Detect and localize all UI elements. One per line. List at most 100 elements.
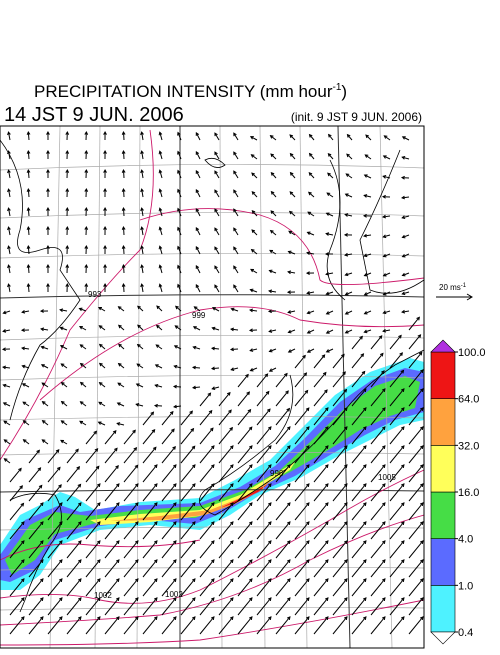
title-end: ) [341, 82, 347, 101]
wind-arrow [86, 598, 100, 615]
wind-arrow [314, 560, 328, 577]
wind-arrow [48, 579, 62, 596]
wind-arrow [238, 579, 252, 596]
wind-arrow [162, 560, 176, 577]
wind-arrow [143, 484, 157, 501]
wind-arrow [200, 428, 213, 444]
wind-arrow [409, 427, 423, 444]
wind-arrow [371, 598, 385, 615]
colorbar-tick-label: 16.0 [458, 487, 479, 499]
wind-arrow [295, 503, 309, 520]
wind-arrow [333, 465, 347, 482]
contour-label: 996 [270, 469, 284, 478]
wind-arrow [352, 354, 363, 368]
wind-arrow [371, 579, 385, 596]
wind-arrow [181, 598, 195, 615]
wind-arrow [181, 617, 195, 634]
wind-arrow [276, 503, 290, 520]
colorbar-under [431, 632, 455, 644]
wind-arrow [257, 617, 271, 634]
wind-arrow [162, 484, 176, 501]
wind-arrow [295, 356, 305, 368]
wind-arrow [162, 447, 175, 463]
wind-arrow [29, 450, 39, 463]
wind-arrow [181, 465, 195, 482]
wind-arrow [124, 579, 138, 596]
wind-arrow [67, 541, 81, 558]
wind-arrow [257, 427, 271, 444]
contour-label: 993 [88, 290, 102, 299]
colorbar-tick-label: 100.0 [458, 347, 486, 359]
wind-arrow [314, 522, 328, 539]
wind-arrow [143, 598, 157, 615]
wind-arrow [105, 541, 119, 558]
wind-arrow [143, 560, 157, 577]
wind-arrow [29, 468, 41, 482]
wind-arrow [105, 617, 119, 634]
wind-arrow [162, 429, 174, 444]
wind-arrow [409, 317, 419, 330]
wind-arrow [10, 617, 24, 634]
contour-label: 1002 [94, 591, 112, 600]
contour-label: 1002 [165, 590, 183, 599]
wind-arrow [409, 541, 423, 558]
wind-arrow [67, 579, 81, 596]
wind-arrow [29, 598, 43, 615]
wind-arrow [48, 467, 60, 482]
wind-arrow [352, 336, 362, 349]
wind-arrow [314, 355, 325, 368]
wind-arrow [314, 579, 328, 596]
wind-arrow [105, 431, 116, 444]
wind-arrow [333, 484, 347, 501]
valid-time: 14 JST 9 JUN. 2006 [4, 104, 184, 126]
wind-arrow [181, 560, 195, 577]
wind-arrow [238, 427, 252, 444]
wind-arrow [48, 560, 62, 577]
wind-arrow [238, 375, 248, 387]
wind-arrow [219, 598, 233, 615]
wind-arrow [48, 598, 62, 615]
wind-arrow [86, 484, 100, 501]
wind-arrow [390, 446, 404, 463]
wind-arrow [409, 598, 423, 615]
wind-arrow [181, 579, 195, 596]
wind-arrow [200, 560, 214, 577]
wind-arrow [105, 484, 119, 501]
wind-arrow [238, 392, 249, 406]
colorbar-tick-label: 4.0 [458, 534, 473, 546]
title: PRECIPITATION INTENSITY (mm hour-1) [34, 82, 347, 101]
init-time: (init. 9 JST 9 JUN. 2006) [291, 110, 422, 124]
wind-arrow [371, 560, 385, 577]
wind-arrow [314, 373, 326, 387]
title-text: PRECIPITATION INTENSITY (mm hour [34, 82, 333, 101]
wind-arrow [238, 522, 252, 539]
wind-arrow [143, 617, 157, 634]
wind-arrow [105, 598, 119, 615]
wind-arrow [257, 598, 271, 615]
wind-arrow [409, 335, 421, 349]
wind-arrow [67, 598, 81, 615]
wind-arrow [257, 409, 270, 425]
wind-arrow [219, 522, 233, 539]
wind-arrow [181, 411, 192, 425]
wind-arrow [409, 522, 423, 539]
wind-arrow [295, 560, 309, 577]
wind-arrow [200, 541, 214, 558]
wind-arrow [295, 541, 309, 558]
wind-arrow [295, 484, 309, 501]
wind-arrow [238, 541, 252, 558]
wind-arrow [333, 541, 347, 558]
wind-arrow [333, 617, 347, 634]
wind-arrow [314, 598, 328, 615]
wind-arrow [219, 541, 233, 558]
wind-arrow [143, 541, 157, 558]
wind-arrow [352, 617, 366, 634]
wind-arrow [295, 522, 309, 539]
wind-arrow [409, 579, 423, 596]
colorbar-over [431, 340, 455, 352]
wind-arrow [333, 560, 347, 577]
wind-arrow [162, 541, 176, 558]
wind-arrow [352, 446, 366, 463]
wind-arrow [276, 579, 290, 596]
